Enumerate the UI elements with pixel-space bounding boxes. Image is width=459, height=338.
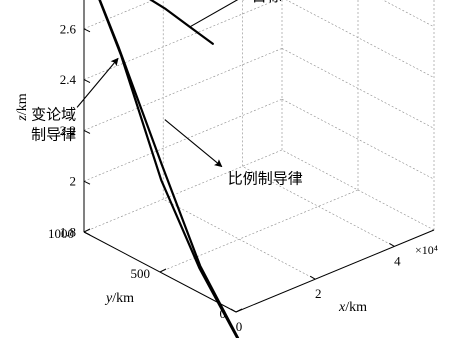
annotation-layer: 目标变论域制导律比例制导律 — [31, 0, 303, 188]
trajectory-target — [149, 0, 214, 45]
annotation-arrow-variable-universe — [76, 57, 119, 108]
grid-layer — [83, 0, 435, 280]
z-axis-title: z/km — [15, 93, 30, 121]
z-tick-mark — [83, 79, 91, 84]
trajectory-proportional-guidance — [98, 0, 240, 338]
grid-line-x-floor — [242, 166, 395, 247]
y-tick-mark — [235, 308, 243, 313]
z-tick-label: 1.8 — [60, 225, 76, 240]
x-axis-line — [235, 229, 435, 313]
z-tick-label: 2 — [70, 174, 77, 189]
z-tick-mark — [83, 129, 91, 134]
trajectory-variable-universe-guidance — [98, 0, 239, 338]
z-tick-label: 2.4 — [60, 72, 77, 87]
x-tick-mark — [389, 242, 395, 247]
y-tick-mark — [83, 228, 91, 233]
x-tick-mark — [309, 275, 316, 280]
y-tick-mark — [159, 268, 167, 273]
annotation-arrow-target — [189, 0, 249, 28]
annotation-label-target: 目标 — [252, 0, 282, 5]
grid-line-z-side — [281, 98, 435, 180]
x-axis-title: x/km — [338, 300, 367, 315]
z-tick-mark — [83, 231, 91, 236]
trajectory-layer — [98, 0, 240, 338]
z-tick-mark — [83, 28, 91, 33]
grid-line-z-back — [83, 0, 277, 80]
y-tick-label: 1000 — [48, 226, 74, 241]
x-exponent-label: ×10⁴ — [415, 243, 438, 257]
x-tick-label: 4 — [394, 253, 401, 268]
y-axis-title: y/km — [104, 291, 134, 306]
annotation-label-proportional: 比例制导律 — [228, 170, 303, 188]
grid-line-y-floor — [159, 189, 359, 273]
tick-layer: 1.822.22.42.62.805001000024×10⁴×10⁴z/kmy… — [15, 21, 438, 334]
y-tick-label: 500 — [131, 266, 151, 281]
x-tick-mark — [230, 308, 237, 313]
annotation-label-variable-universe-line1: 变论域 — [31, 105, 76, 123]
z-tick-label: 2.2 — [60, 123, 76, 138]
z-tick-label: 2.6 — [60, 21, 77, 36]
x-tick-label: 2 — [315, 286, 322, 301]
grid-edge-floor-right — [281, 149, 435, 231]
annotation-arrow-proportional — [164, 119, 223, 168]
x-tick-label: 0 — [236, 319, 243, 334]
grid-line-z-back — [83, 48, 283, 131]
annotation-label-variable-universe-line2: 制导律 — [31, 125, 76, 143]
z-tick-mark — [83, 180, 91, 185]
